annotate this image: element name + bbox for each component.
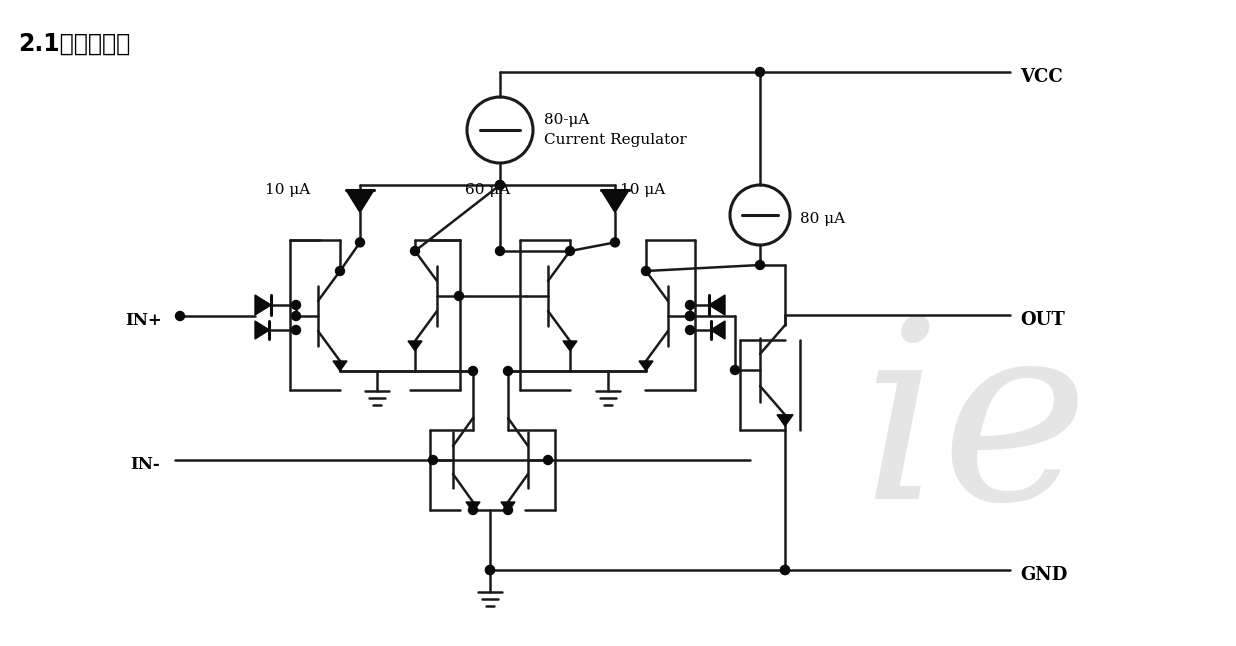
Text: 10 μA: 10 μA xyxy=(620,183,665,197)
Circle shape xyxy=(468,506,477,514)
Circle shape xyxy=(335,267,345,275)
Polygon shape xyxy=(564,341,577,351)
Text: 60 μA: 60 μA xyxy=(465,183,510,197)
Text: GND: GND xyxy=(1020,566,1068,584)
Text: IN-: IN- xyxy=(130,455,159,472)
Polygon shape xyxy=(346,190,375,213)
Polygon shape xyxy=(408,341,421,351)
Text: VCC: VCC xyxy=(1020,68,1063,86)
Circle shape xyxy=(292,311,300,320)
Text: IN+: IN+ xyxy=(125,311,162,329)
Text: Current Regulator: Current Regulator xyxy=(544,133,687,147)
Circle shape xyxy=(780,565,790,574)
Circle shape xyxy=(544,455,552,464)
Polygon shape xyxy=(777,415,794,426)
Text: 80-μA: 80-μA xyxy=(544,113,590,127)
Circle shape xyxy=(468,366,477,375)
Text: 2.1、功能框图: 2.1、功能框图 xyxy=(19,32,130,56)
Circle shape xyxy=(611,238,619,247)
Polygon shape xyxy=(711,321,726,339)
Circle shape xyxy=(641,267,650,275)
Circle shape xyxy=(496,180,504,189)
Circle shape xyxy=(503,506,513,514)
Polygon shape xyxy=(501,502,515,512)
Circle shape xyxy=(780,565,790,574)
Circle shape xyxy=(686,311,695,320)
Circle shape xyxy=(755,260,765,269)
Circle shape xyxy=(686,300,695,309)
Circle shape xyxy=(686,311,695,320)
Circle shape xyxy=(730,366,739,375)
Text: ie: ie xyxy=(861,309,1089,551)
Circle shape xyxy=(486,565,494,574)
Circle shape xyxy=(566,247,575,256)
Circle shape xyxy=(429,455,438,464)
Polygon shape xyxy=(255,295,271,315)
Circle shape xyxy=(455,291,464,300)
Circle shape xyxy=(686,326,695,335)
Circle shape xyxy=(356,238,365,247)
Polygon shape xyxy=(709,295,726,315)
Text: OUT: OUT xyxy=(1020,311,1064,329)
Circle shape xyxy=(410,247,419,256)
Text: 80 μA: 80 μA xyxy=(800,212,845,226)
Text: 10 μA: 10 μA xyxy=(265,183,310,197)
Polygon shape xyxy=(332,361,347,371)
Polygon shape xyxy=(639,361,653,371)
Circle shape xyxy=(292,326,300,335)
Polygon shape xyxy=(466,502,480,512)
Circle shape xyxy=(176,311,184,320)
Polygon shape xyxy=(255,321,269,339)
Circle shape xyxy=(496,247,504,256)
Circle shape xyxy=(486,565,494,574)
Polygon shape xyxy=(601,190,629,213)
Circle shape xyxy=(503,366,513,375)
Circle shape xyxy=(292,300,300,309)
Circle shape xyxy=(755,67,765,76)
Circle shape xyxy=(496,180,504,189)
